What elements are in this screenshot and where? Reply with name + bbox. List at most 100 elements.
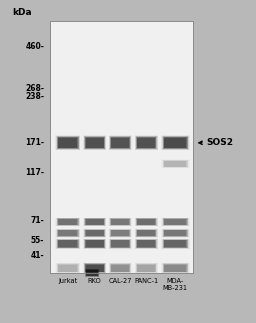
Bar	[136, 239, 157, 248]
Bar	[135, 238, 158, 249]
Bar	[137, 240, 156, 248]
Bar	[110, 229, 131, 237]
Bar	[164, 137, 187, 148]
Bar	[163, 240, 188, 248]
Bar	[109, 239, 131, 249]
Bar	[109, 263, 132, 273]
Bar	[85, 269, 99, 277]
Bar	[84, 136, 105, 149]
Bar	[137, 219, 155, 225]
Bar	[109, 136, 131, 150]
Bar	[58, 240, 78, 248]
Bar	[111, 219, 130, 225]
Bar	[58, 138, 77, 148]
Bar	[111, 230, 130, 236]
Bar	[109, 218, 131, 226]
Bar	[57, 136, 79, 149]
Bar	[85, 219, 104, 225]
Text: SOS2: SOS2	[206, 138, 233, 147]
Bar	[58, 219, 77, 225]
Text: 117-: 117-	[25, 168, 44, 177]
Bar	[136, 240, 156, 248]
Bar	[85, 269, 99, 277]
Bar	[135, 135, 158, 150]
Bar	[164, 230, 187, 236]
Bar	[135, 263, 157, 273]
Text: 55-: 55-	[31, 236, 44, 245]
Bar	[163, 218, 188, 226]
Bar	[164, 161, 187, 167]
Bar	[57, 230, 79, 237]
Bar	[165, 161, 186, 167]
Bar	[136, 229, 157, 237]
Bar	[136, 136, 157, 149]
Bar	[111, 264, 130, 272]
Bar	[162, 218, 189, 226]
Bar	[162, 160, 189, 168]
Bar	[135, 229, 157, 237]
Bar	[55, 135, 80, 150]
Bar	[137, 230, 155, 236]
Bar	[161, 160, 189, 168]
Bar	[161, 238, 189, 249]
Bar	[50, 21, 193, 273]
Bar	[137, 240, 155, 247]
Bar	[55, 229, 80, 237]
Bar	[111, 230, 129, 236]
Bar	[58, 230, 78, 236]
Bar	[109, 229, 132, 237]
Text: MDA-
MB-231: MDA- MB-231	[163, 278, 188, 291]
Bar	[86, 240, 104, 247]
Bar	[109, 263, 131, 273]
Bar	[83, 263, 106, 273]
Bar	[85, 218, 105, 225]
Bar	[55, 263, 80, 273]
Bar	[83, 229, 106, 237]
Text: 268-: 268-	[25, 84, 44, 93]
Bar	[110, 218, 131, 226]
Bar	[110, 230, 130, 237]
Text: CAL-27: CAL-27	[109, 278, 132, 284]
Bar	[165, 138, 186, 148]
Bar	[85, 240, 104, 248]
Bar	[83, 135, 106, 150]
Bar	[55, 238, 80, 249]
Bar	[86, 138, 104, 148]
Bar	[58, 264, 78, 272]
Bar	[163, 160, 188, 167]
Bar	[85, 137, 104, 148]
Bar	[50, 21, 193, 273]
Bar	[58, 230, 77, 236]
Bar	[84, 218, 105, 226]
Bar	[163, 239, 188, 248]
Bar	[163, 218, 188, 225]
Bar	[163, 136, 188, 149]
Bar	[110, 136, 131, 149]
Bar	[136, 264, 156, 272]
Bar	[135, 136, 157, 150]
Bar	[85, 264, 105, 272]
Bar	[136, 218, 157, 226]
Text: kDa: kDa	[12, 8, 31, 17]
Bar	[161, 135, 189, 150]
Text: 71-: 71-	[30, 216, 44, 225]
Bar	[86, 265, 104, 272]
Bar	[86, 270, 98, 276]
Bar	[161, 218, 189, 226]
Bar	[85, 230, 105, 237]
Bar	[57, 137, 79, 149]
Bar	[85, 137, 105, 149]
Bar	[137, 219, 156, 225]
Bar	[164, 264, 187, 272]
Bar	[109, 229, 131, 237]
Bar	[136, 137, 156, 149]
Bar	[161, 229, 189, 237]
Bar	[137, 137, 156, 148]
Bar	[111, 265, 129, 272]
Bar	[111, 137, 130, 148]
Bar	[83, 218, 106, 226]
Bar	[56, 218, 80, 226]
Bar	[84, 264, 105, 273]
Bar	[85, 240, 105, 248]
Bar	[85, 264, 104, 272]
